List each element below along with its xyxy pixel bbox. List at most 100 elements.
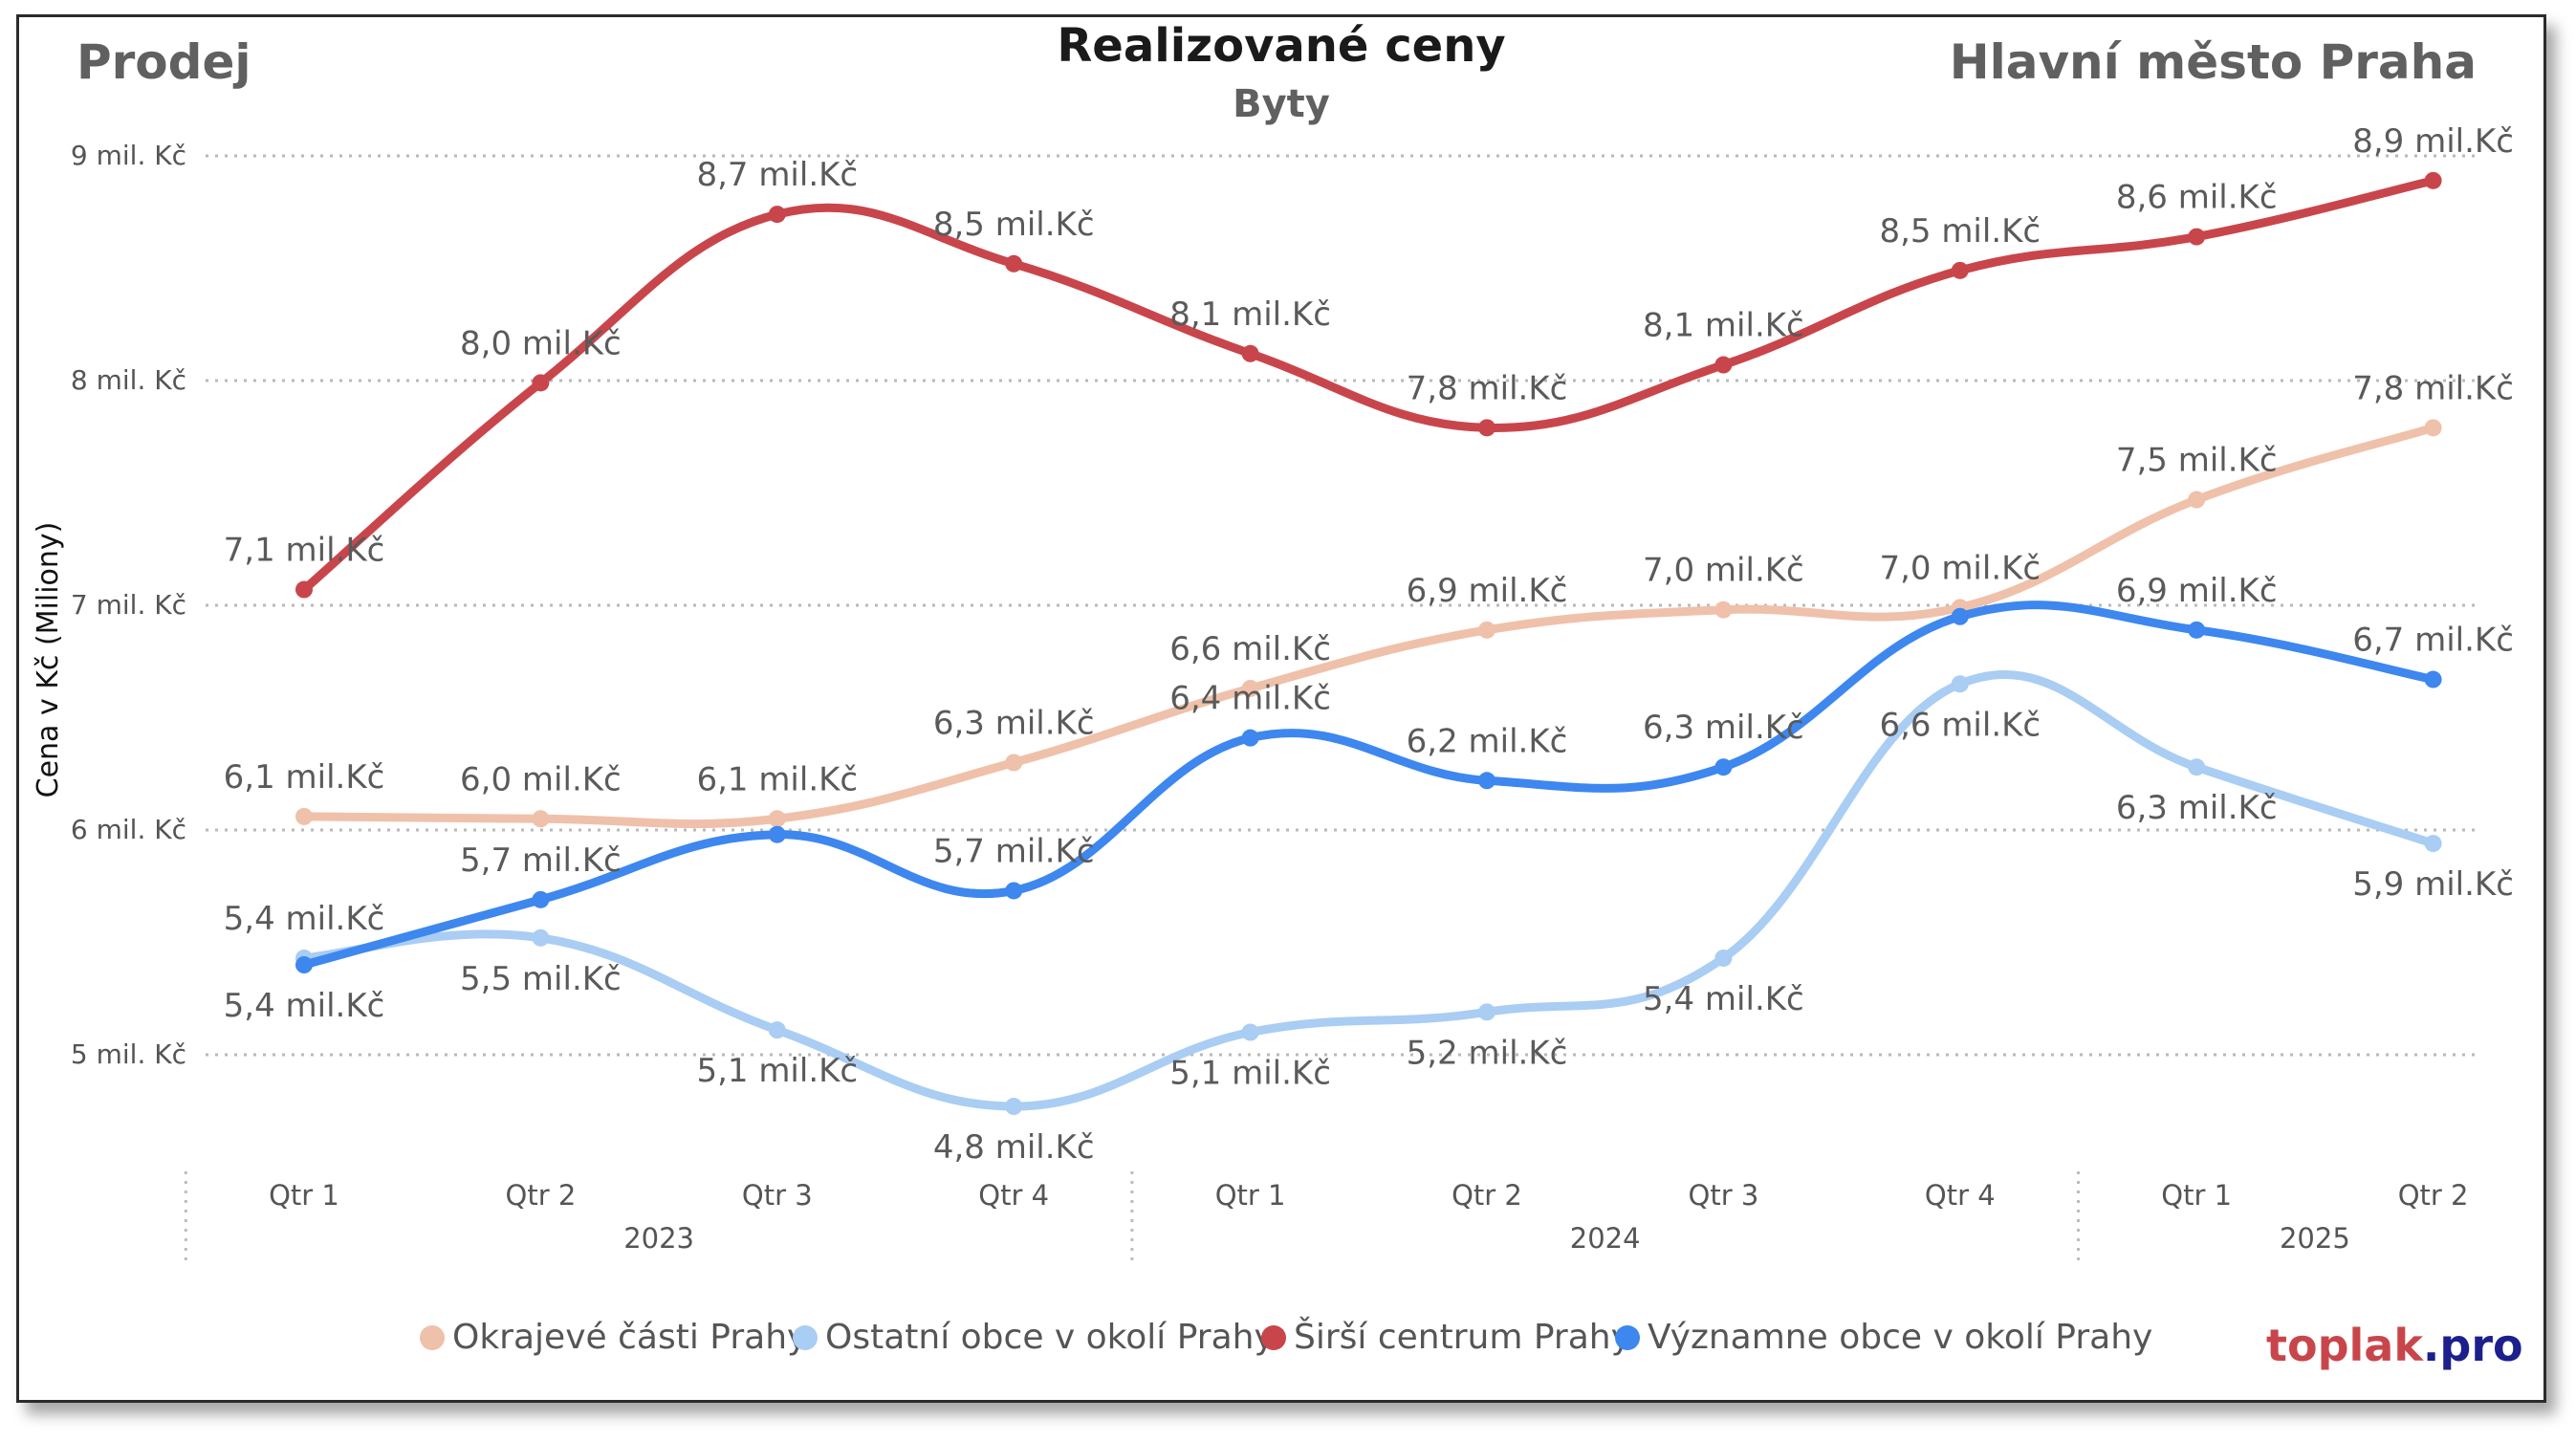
series-0 <box>295 419 2442 829</box>
data-point-3-8 <box>2188 621 2206 639</box>
data-label-0-5: 6,9 mil.Kč <box>1407 572 1568 610</box>
data-point-0-4 <box>1241 679 1259 697</box>
x-tick-label-8: Qtr 1 <box>2161 1179 2232 1212</box>
data-point-1-7 <box>1951 675 1969 693</box>
data-point-2-3 <box>1005 254 1023 273</box>
series-1 <box>295 670 2442 1116</box>
legend-label-3: Významne obce v okolí Prahy <box>1648 1318 2152 1357</box>
data-label-3-6: 6,3 mil.Kč <box>1643 709 1804 747</box>
data-point-0-9 <box>2424 419 2442 437</box>
data-label-2-9: 8,9 mil.Kč <box>2352 122 2514 161</box>
series-3 <box>295 601 2442 973</box>
data-point-2-0 <box>295 580 313 599</box>
data-point-3-5 <box>1478 772 1495 790</box>
data-label-3-0: 5,4 mil.Kč <box>224 987 385 1025</box>
data-label-1-7: 6,6 mil.Kč <box>1879 706 2041 744</box>
data-label-0-8: 7,5 mil.Kč <box>2116 442 2278 480</box>
data-label-2-4: 8,1 mil.Kč <box>1169 295 1331 334</box>
data-point-3-7 <box>1951 607 1969 625</box>
data-label-0-9: 7,8 mil.Kč <box>2352 369 2514 407</box>
data-point-3-2 <box>768 825 786 843</box>
legend: Okrajevé části Prahy Ostatní obce v okolí… <box>420 1317 2152 1357</box>
y-tick-label-8: 8 mil. Kč <box>71 364 186 396</box>
data-point-0-2 <box>768 810 786 828</box>
data-point-2-4 <box>1241 344 1259 362</box>
data-point-1-1 <box>532 929 550 947</box>
x-tick-label-2: Qtr 3 <box>742 1179 813 1212</box>
brand-logo-part-2: .pro <box>2422 1320 2523 1371</box>
legend-label-2: Širší centrum Prahy <box>1294 1317 1631 1357</box>
data-label-1-2: 5,1 mil.Kč <box>696 1052 858 1090</box>
x-tick-label-1: Qtr 2 <box>506 1179 577 1212</box>
legend-marker-1 <box>793 1325 818 1350</box>
series-line-1 <box>299 670 2438 1111</box>
data-point-1-3 <box>1005 1098 1023 1116</box>
data-point-3-3 <box>1005 882 1023 900</box>
data-point-3-6 <box>1714 758 1733 776</box>
data-point-0-0 <box>295 807 313 825</box>
data-point-1-9 <box>2424 835 2442 853</box>
data-label-1-4: 5,1 mil.Kč <box>1169 1055 1331 1093</box>
data-point-3-0 <box>295 956 313 973</box>
data-label-2-8: 8,6 mil.Kč <box>2116 179 2278 217</box>
x-tick-label-5: Qtr 2 <box>1452 1179 1522 1212</box>
data-label-0-6: 7,0 mil.Kč <box>1643 552 1804 590</box>
series-line-3 <box>299 601 2438 970</box>
data-label-1-3: 4,8 mil.Kč <box>933 1128 1095 1167</box>
x-year-label-2023: 2023 <box>623 1222 694 1255</box>
data-label-2-0: 7,1 mil.Kč <box>224 532 385 570</box>
data-point-2-1 <box>532 374 550 392</box>
data-point-1-4 <box>1241 1023 1259 1041</box>
y-tick-label-5: 5 mil. Kč <box>71 1038 186 1070</box>
data-point-1-2 <box>768 1021 786 1039</box>
data-point-1-8 <box>2188 758 2206 776</box>
x-tick-label-4: Qtr 1 <box>1215 1179 1286 1212</box>
data-label-0-7: 7,0 mil.Kč <box>1879 549 2041 587</box>
data-label-1-1: 5,5 mil.Kč <box>460 960 622 998</box>
data-label-2-6: 8,1 mil.Kč <box>1643 307 1804 345</box>
data-point-0-6 <box>1714 601 1733 619</box>
legend-marker-2 <box>1261 1325 1286 1350</box>
x-tick-label-7: Qtr 4 <box>1925 1179 1996 1212</box>
data-label-1-5: 5,2 mil.Kč <box>1407 1034 1568 1072</box>
y-tick-label-6: 6 mil. Kč <box>71 814 186 845</box>
data-label-3-4: 6,4 mil.Kč <box>1169 680 1331 718</box>
series-line-0 <box>299 423 2438 829</box>
data-point-3-1 <box>532 890 550 908</box>
data-point-1-6 <box>1714 949 1733 967</box>
data-label-0-4: 6,6 mil.Kč <box>1169 630 1331 668</box>
data-label-2-7: 8,5 mil.Kč <box>1879 212 2041 251</box>
brand-logo: toplak.pro <box>2266 1320 2523 1371</box>
data-label-2-1: 8,0 mil.Kč <box>460 324 622 362</box>
x-year-label-2024: 2024 <box>1570 1222 1641 1255</box>
data-label-0-0: 6,1 mil.Kč <box>224 758 385 797</box>
y-tick-label-9: 9 mil. Kč <box>71 140 186 171</box>
data-label-0-1: 6,0 mil.Kč <box>460 760 622 798</box>
data-point-3-9 <box>2424 670 2442 688</box>
data-point-0-3 <box>1005 754 1023 772</box>
data-label-3-1: 5,7 mil.Kč <box>460 841 622 880</box>
data-label-1-6: 5,4 mil.Kč <box>1643 980 1804 1018</box>
data-point-0-5 <box>1478 621 1495 639</box>
data-label-0-2: 6,1 mil.Kč <box>696 760 858 798</box>
legend-label-0: Okrajevé části Prahy <box>452 1318 807 1357</box>
data-point-2-7 <box>1951 261 1969 279</box>
x-tick-label-9: Qtr 2 <box>2398 1179 2469 1212</box>
data-label-1-9: 5,9 mil.Kč <box>2352 865 2514 904</box>
left-header: Prodej <box>76 34 251 90</box>
data-point-0-1 <box>532 810 550 828</box>
data-label-3-8: 6,9 mil.Kč <box>2116 572 2278 610</box>
brand-logo-part-1: toplak <box>2266 1320 2423 1371</box>
legend-marker-3 <box>1615 1325 1640 1350</box>
data-point-0-8 <box>2188 491 2206 509</box>
data-point-2-5 <box>1478 419 1495 437</box>
data-point-3-4 <box>1241 729 1259 747</box>
data-point-2-6 <box>1714 356 1733 374</box>
data-point-2-9 <box>2424 171 2442 189</box>
data-label-2-2: 8,7 mil.Kč <box>696 156 858 194</box>
chart-subtitle: Byty <box>1233 82 1330 126</box>
data-label-1-0: 5,4 mil.Kč <box>224 900 385 938</box>
data-label-1-8: 6,3 mil.Kč <box>2116 789 2278 827</box>
data-point-1-5 <box>1478 1003 1495 1021</box>
